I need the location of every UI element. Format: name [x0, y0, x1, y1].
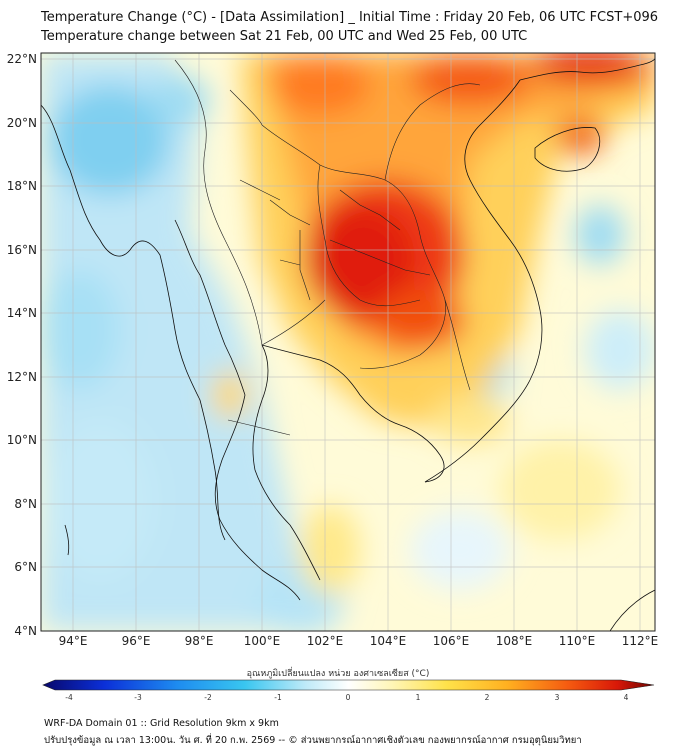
gridlines [41, 53, 655, 631]
temperature-field [41, 53, 655, 631]
colorbar-tick: 3 [555, 693, 560, 702]
map-frame [40, 52, 656, 632]
lon-label: 102°E [307, 634, 344, 648]
lat-label: 22°N [7, 52, 37, 66]
colorbar-tick: -3 [134, 693, 142, 702]
map-title: Temperature Change (°C) - [Data Assimila… [41, 10, 659, 25]
lon-label: 108°E [496, 634, 533, 648]
lat-label: 18°N [7, 179, 37, 193]
lat-label: 4°N [14, 624, 37, 638]
lat-label: 8°N [14, 497, 37, 511]
lon-label: 98°E [185, 634, 214, 648]
lat-axis: 22°N 20°N 18°N 16°N 14°N 12°N 10°N 8°N 6… [7, 52, 37, 638]
lon-label: 106°E [433, 634, 470, 648]
lon-label: 100°E [244, 634, 281, 648]
footer-credit: ปรับปรุงข้อมูล ณ เวลา 13:00น. วัน ศ. ที่… [44, 735, 582, 746]
lon-axis: 94°E 96°E 98°E 100°E 102°E 104°E 106°E 1… [59, 634, 659, 648]
colorbar-tick: 1 [416, 693, 421, 702]
temperature-map: 22°N 20°N 18°N 16°N 14°N 12°N 10°N 8°N 6… [7, 52, 659, 702]
colorbar: -4 -3 -2 -1 0 1 2 3 4 [42, 679, 655, 702]
colorbar-tick: 2 [485, 693, 490, 702]
lon-label: 96°E [122, 634, 151, 648]
lon-label: 94°E [59, 634, 88, 648]
map-subtitle: Temperature change between Sat 21 Feb, 0… [41, 29, 528, 44]
colorbar-tick: -4 [65, 693, 73, 702]
lat-label: 14°N [7, 306, 37, 320]
colorbar-title: อุณหภูมิเปลี่ยนแปลง หน่วย องศาเซลเซียส (… [246, 669, 430, 679]
lat-label: 16°N [7, 243, 37, 257]
lon-label: 104°E [370, 634, 407, 648]
lat-label: 12°N [7, 370, 37, 384]
lat-label: 6°N [14, 560, 37, 574]
footer-model-info: WRF-DA Domain 01 :: Grid Resolution 9km … [44, 718, 279, 729]
colorbar-tick: 0 [346, 693, 351, 702]
colorbar-tick: -1 [274, 693, 282, 702]
colorbar-tick: 4 [624, 693, 629, 702]
coastlines [41, 57, 655, 631]
lat-label: 10°N [7, 433, 37, 447]
lon-label: 112°E [622, 634, 659, 648]
lat-label: 20°N [7, 116, 37, 130]
colorbar-scale [42, 679, 655, 691]
lon-label: 110°E [559, 634, 596, 648]
country-borders [174, 59, 481, 436]
colorbar-tick: -2 [204, 693, 212, 702]
